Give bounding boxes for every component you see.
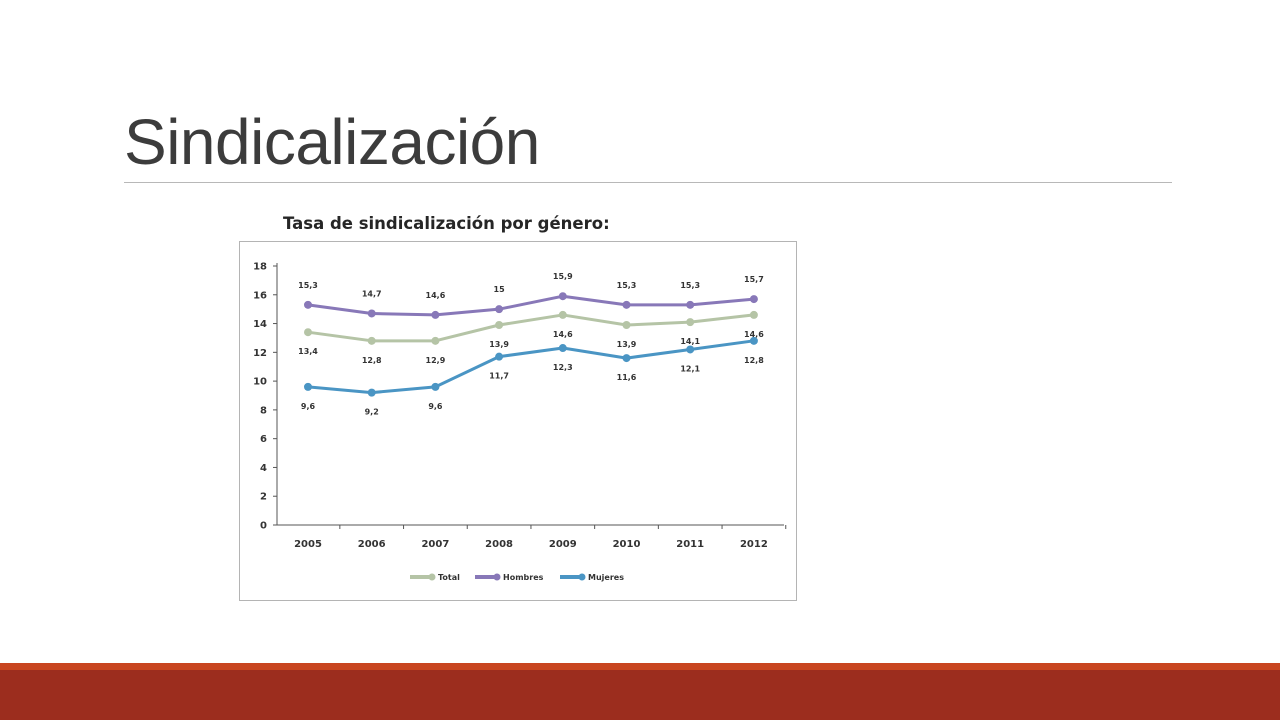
- legend-label-mujeres: Mujeres: [588, 573, 624, 582]
- x-tick-label: 2005: [294, 539, 322, 550]
- data-label-total: 14,6: [553, 330, 573, 339]
- x-tick-label: 2011: [676, 539, 704, 550]
- data-point-total: [622, 320, 631, 329]
- x-tick-label: 2008: [485, 539, 513, 550]
- y-tick-label: 6: [260, 434, 267, 445]
- data-label-total: 14,6: [744, 330, 764, 339]
- y-tick-label: 4: [260, 463, 267, 474]
- data-label-total: 14,1: [680, 337, 700, 346]
- y-tick-label: 12: [253, 348, 267, 359]
- data-label-hombres: 15,3: [298, 281, 318, 290]
- y-tick-label: 2: [260, 492, 267, 503]
- data-label-mujeres: 11,7: [489, 372, 509, 381]
- data-point-total: [558, 310, 567, 319]
- data-point-mujeres: [558, 344, 567, 353]
- x-tick-label: 2010: [613, 539, 641, 550]
- data-point-mujeres: [686, 345, 695, 354]
- footer-band: [0, 663, 1280, 720]
- data-point-total: [686, 318, 695, 327]
- data-point-hombres: [304, 300, 312, 309]
- data-label-mujeres: 11,6: [617, 373, 637, 382]
- data-label-mujeres: 9,6: [428, 402, 443, 411]
- y-tick-label: 14: [253, 319, 267, 330]
- data-point-hombres: [558, 292, 567, 301]
- data-label-hombres: 14,6: [426, 291, 446, 300]
- chart-caption: Tasa de sindicalización por género:: [283, 214, 610, 233]
- line-chart: 0 2 4 6 8 10 12 14 16 18 2005 2006 2007 2008 2009 2010 2…: [253, 262, 787, 582]
- legend-marker-mujeres: [578, 573, 586, 581]
- data-point-total: [495, 320, 504, 329]
- y-tick-label: 8: [260, 405, 267, 416]
- y-tick-label: 16: [253, 290, 267, 301]
- y-tick-label: 0: [260, 521, 267, 532]
- data-point-mujeres: [622, 354, 631, 363]
- data-point-mujeres: [495, 352, 504, 361]
- data-label-mujeres: 9,2: [365, 408, 379, 417]
- x-tick-label: 2012: [740, 539, 768, 550]
- x-tick-label: 2007: [421, 539, 449, 550]
- data-label-total: 13,9: [489, 340, 509, 349]
- chart-frame: 0 2 4 6 8 10 12 14 16 18 2005 2006 2007 2008 2009 2010 2…: [239, 241, 797, 601]
- y-tick-label: 18: [253, 262, 267, 273]
- legend-marker-hombres: [493, 573, 501, 581]
- data-label-mujeres: 12,3: [553, 363, 573, 372]
- data-point-total: [431, 336, 440, 345]
- data-point-hombres: [622, 300, 631, 309]
- data-point-hombres: [749, 295, 758, 304]
- data-label-total: 12,8: [362, 356, 382, 365]
- data-label-hombres: 15,7: [744, 275, 764, 284]
- series-line-hombres: [307, 294, 755, 317]
- data-label-total: 13,4: [298, 347, 318, 356]
- data-point-mujeres: [367, 388, 376, 397]
- legend-label-total: Total: [438, 573, 460, 582]
- data-point-total: [304, 328, 312, 337]
- data-label-hombres: 15,3: [617, 281, 637, 290]
- data-point-hombres: [367, 309, 376, 318]
- data-point-total: [749, 310, 758, 319]
- data-point-total: [367, 336, 376, 345]
- data-label-hombres: 15,9: [553, 272, 573, 281]
- data-label-hombres: 15,3: [680, 281, 700, 290]
- series-line-total: [307, 313, 755, 343]
- x-tick-label: 2006: [358, 539, 386, 550]
- title-divider: [124, 182, 1172, 183]
- data-label-hombres: 14,7: [362, 289, 382, 298]
- legend-label-hombres: Hombres: [503, 573, 544, 582]
- data-point-hombres: [431, 310, 440, 319]
- data-label-mujeres: 9,6: [301, 402, 316, 411]
- slide-title: Sindicalización: [124, 106, 540, 178]
- footer-accent-stripe: [0, 663, 1280, 670]
- data-label-total: 13,9: [617, 340, 637, 349]
- data-label-mujeres: 12,1: [680, 364, 700, 373]
- y-tick-label: 10: [253, 377, 267, 388]
- data-point-hombres: [686, 300, 695, 309]
- legend-marker-total: [428, 573, 436, 581]
- data-point-mujeres: [304, 382, 312, 391]
- data-point-mujeres: [749, 336, 758, 345]
- data-label-total: 12,9: [426, 356, 446, 365]
- data-point-hombres: [495, 305, 504, 314]
- data-label-mujeres: 12,8: [744, 356, 764, 365]
- x-tick-label: 2009: [549, 539, 577, 550]
- data-point-mujeres: [431, 382, 440, 391]
- series-line-mujeres: [307, 339, 755, 395]
- data-label-hombres: 15: [494, 285, 506, 294]
